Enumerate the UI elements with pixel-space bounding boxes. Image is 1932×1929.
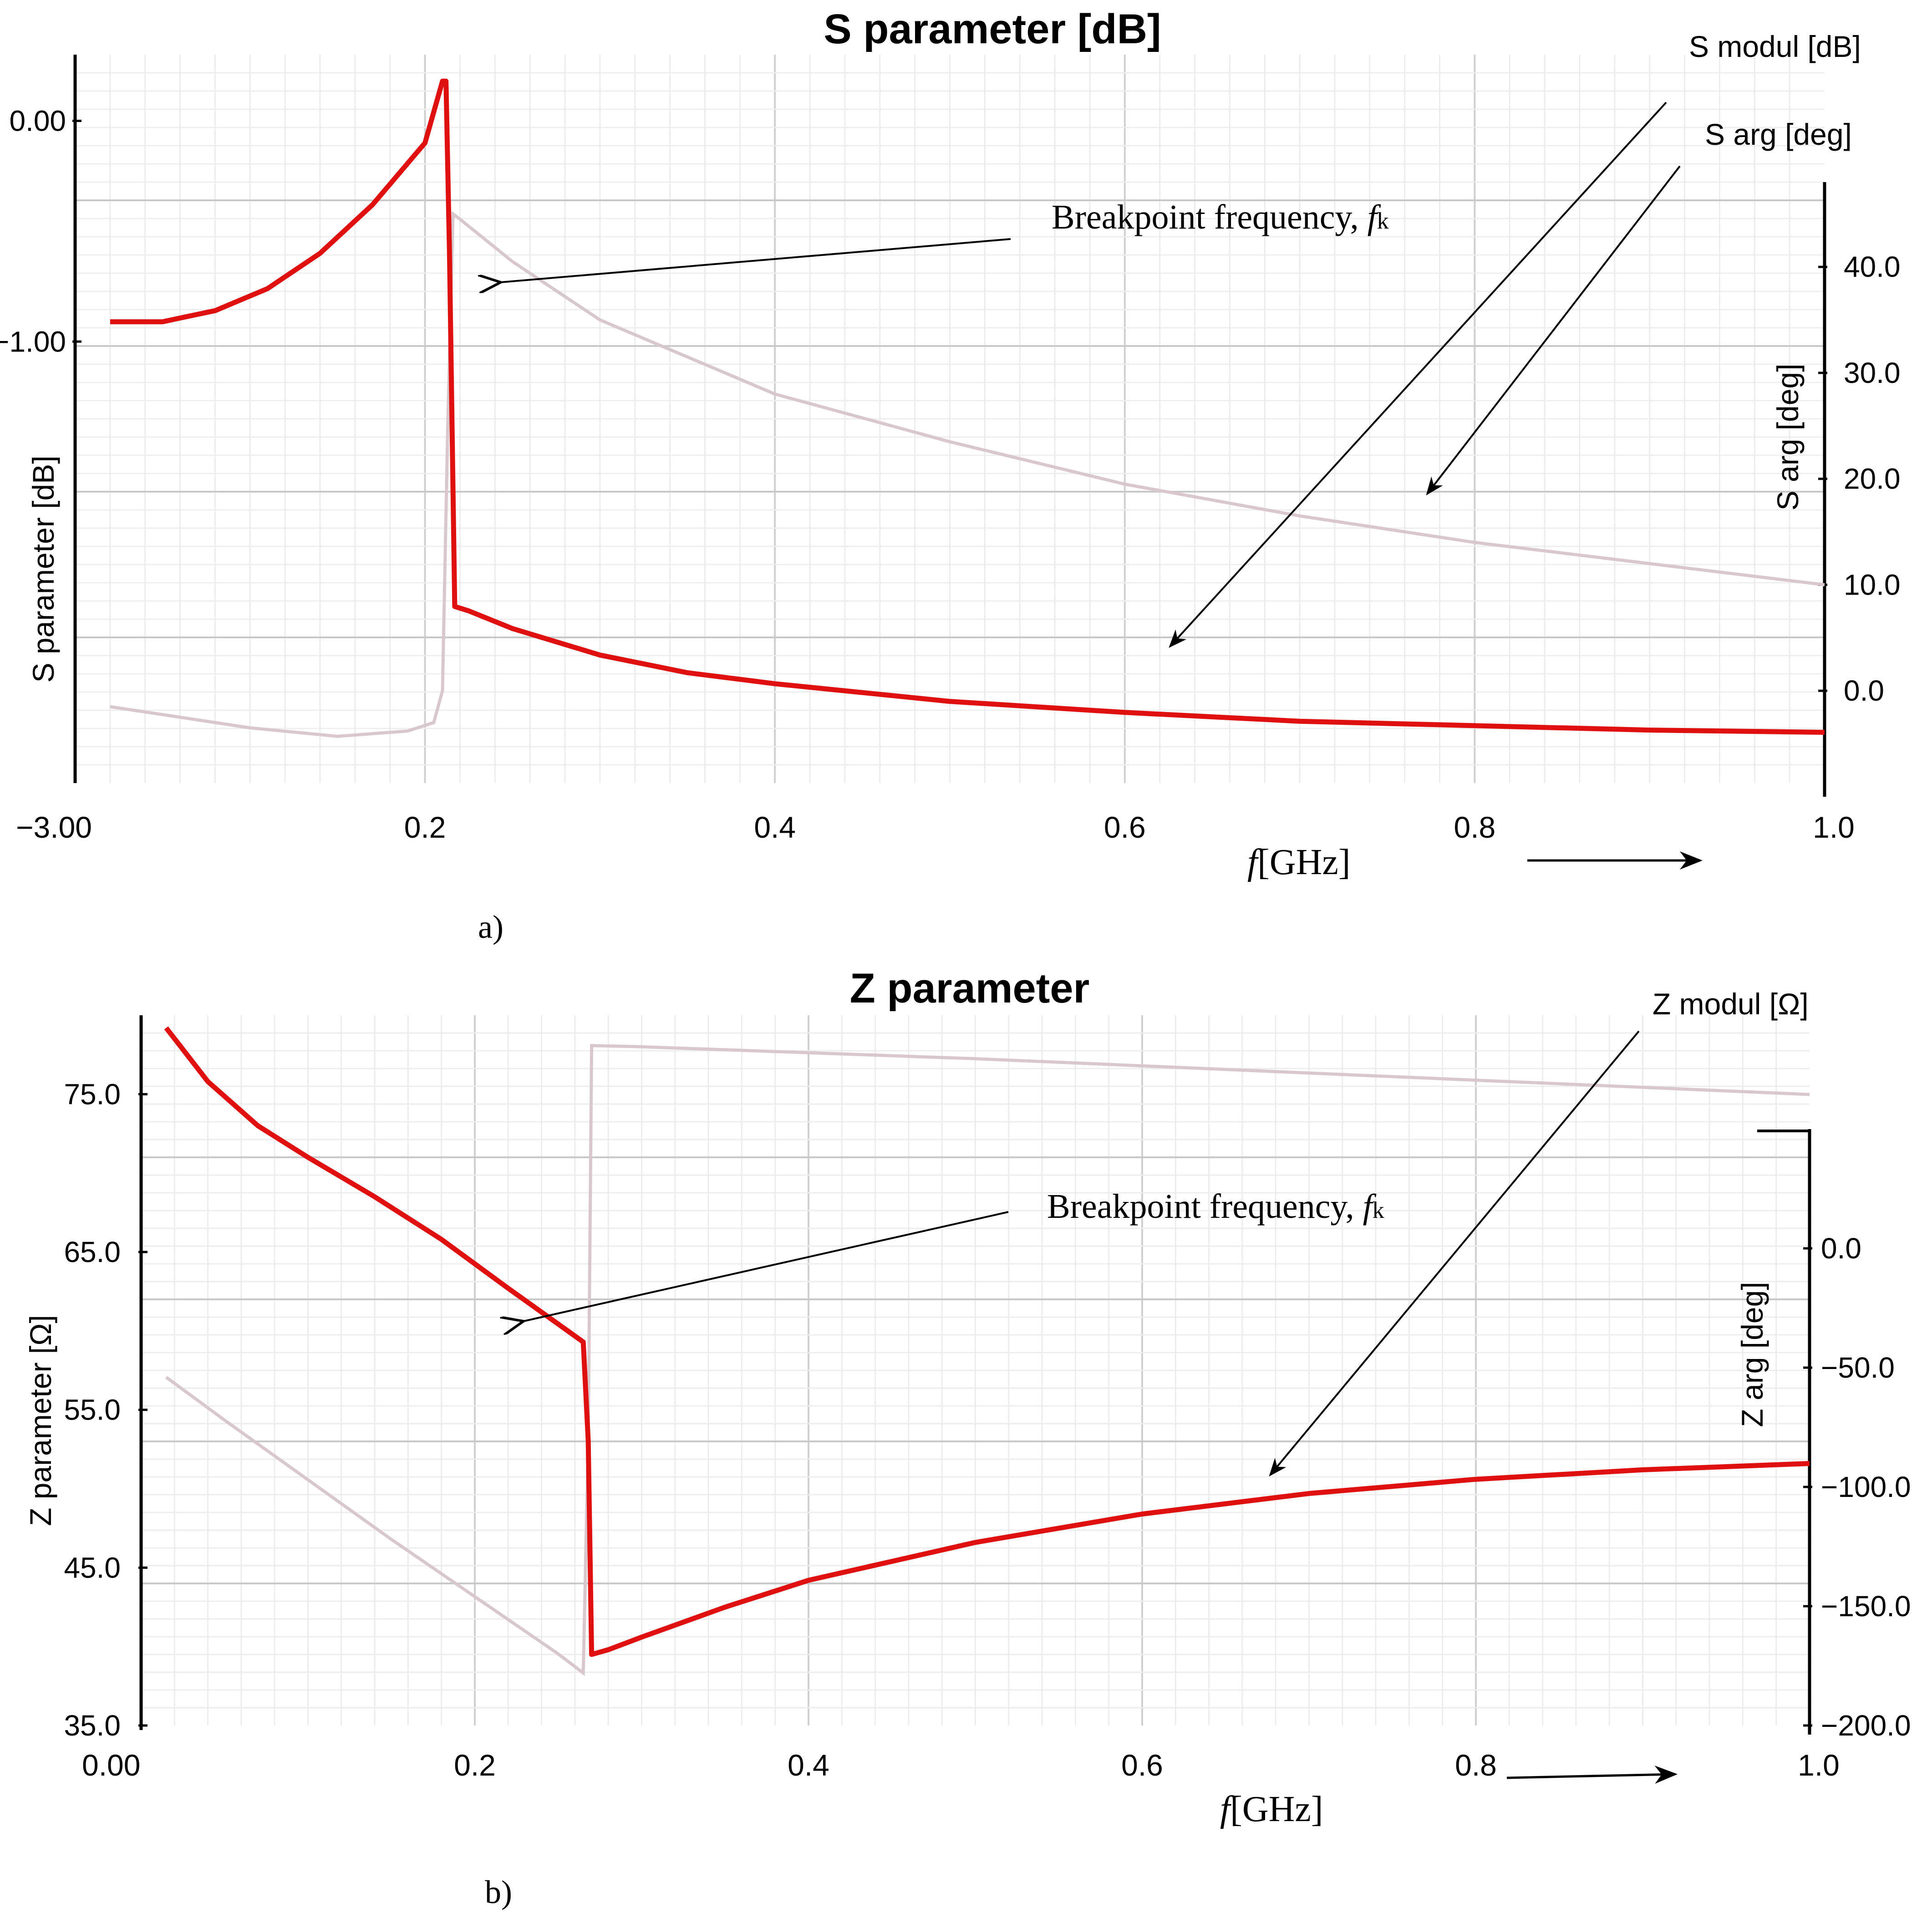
x-tick-label: 0.8 <box>1454 810 1496 844</box>
y-tick-label: 0.00 <box>9 104 66 137</box>
series-line-s-modul <box>110 78 1825 735</box>
x-tick-label: 0.2 <box>404 810 446 844</box>
legend-entry-z-modul: Z modul [Ω] <box>1652 987 1809 1021</box>
x-axis-label: f[GHz] <box>1247 842 1351 882</box>
s-arg-pointer-arrow <box>1426 165 1681 496</box>
x-axis-ticks: −3.00 0.2 0.4 0.6 0.8 1.0 <box>16 810 1855 844</box>
x-direction-arrow <box>1506 1765 1678 1784</box>
chart-title: S parameter [dB] <box>824 6 1161 52</box>
x-tick-label: 0.00 <box>82 1748 140 1782</box>
y2-tick-label: 30.0 <box>1844 356 1901 389</box>
breakpoint-annotation: Breakpoint frequency, fk <box>1047 1187 1384 1226</box>
y2-axis-ticks: 0.0 −50.0 −100.0 −150.0 −200.0 <box>1803 1232 1911 1742</box>
z-modul-pointer-arrow <box>1269 1030 1640 1477</box>
series-line-s-arg <box>110 210 1825 738</box>
y2-tick-label: 40.0 <box>1844 250 1901 283</box>
y-axis-label: Z parameter [Ω] <box>24 1315 57 1526</box>
y2-axis-ticks: 40.0 30.0 20.0 10.0 0.0 <box>1818 250 1901 707</box>
y2-tick-label: −200.0 <box>1821 1709 1911 1742</box>
legend-entry-s-arg: S arg [deg] <box>1705 117 1852 151</box>
series-line-z-arg <box>165 1044 1810 1676</box>
y2-tick-label: −150.0 <box>1821 1590 1911 1623</box>
x-tick-label: 0.6 <box>1121 1748 1163 1782</box>
grid <box>141 1015 1810 1725</box>
x-tick-label: 1.0 <box>1798 1748 1840 1782</box>
y-axis-ticks: 75.0 65.0 55.0 45.0 35.0 <box>64 1078 147 1742</box>
y2-tick-label: −100.0 <box>1821 1471 1911 1503</box>
x-tick-label: 0.8 <box>1455 1748 1497 1782</box>
y-axis-ticks: 0.00 −1.00 <box>0 104 81 358</box>
x-tick-label: 0.6 <box>1104 810 1146 844</box>
legend-entry-s-modul: S modul [dB] <box>1689 30 1861 63</box>
breakpoint-annotation: Breakpoint frequency, fk <box>1052 198 1389 236</box>
y-tick-label: 65.0 <box>64 1236 121 1268</box>
y2-axis-label: Z arg [deg] <box>1735 1282 1769 1427</box>
s-modul-pointer-arrow <box>1169 102 1667 648</box>
y2-tick-label: 0.0 <box>1821 1232 1861 1265</box>
y-tick-label: 35.0 <box>64 1709 121 1742</box>
x-tick-label: 0.4 <box>788 1748 829 1782</box>
s-parameter-chart: S parameter [dB] 0.00 −1.00 40.0 30.0 20.0 1… <box>0 6 1901 945</box>
y2-tick-label: 10.0 <box>1844 568 1901 601</box>
y-tick-label: 75.0 <box>64 1078 121 1110</box>
x-axis-ticks: 0.00 0.2 0.4 0.6 0.8 1.0 <box>82 1748 1840 1782</box>
y2-tick-label: 20.0 <box>1844 463 1901 495</box>
y2-tick-label: −50.0 <box>1821 1351 1895 1384</box>
y2-axis-label: S arg [deg] <box>1771 364 1805 511</box>
y-tick-label: 45.0 <box>64 1551 121 1584</box>
panel-label: b) <box>485 1874 512 1910</box>
panel-label: a) <box>478 909 503 945</box>
chart-title: Z parameter <box>850 965 1090 1012</box>
y-tick-label: 55.0 <box>64 1394 121 1426</box>
y-axis-label: S parameter [dB] <box>26 456 60 683</box>
x-tick-label: −3.00 <box>16 810 92 844</box>
z-parameter-chart: Z parameter 75.0 65.0 55.0 45.0 35.0 0.0 −50.… <box>24 965 1911 1910</box>
y-tick-label: −1.00 <box>0 325 66 358</box>
x-axis-label: f[GHz] <box>1220 1789 1323 1829</box>
breakpoint-arrow <box>501 238 1011 282</box>
x-tick-label: 1.0 <box>1813 810 1855 844</box>
x-tick-label: 0.2 <box>454 1748 496 1782</box>
grid <box>75 55 1825 783</box>
y2-tick-label: 0.0 <box>1844 674 1884 707</box>
breakpoint-arrow <box>524 1211 1009 1321</box>
series-line-z-modul <box>164 1026 1810 1657</box>
x-tick-label: 0.4 <box>754 810 796 844</box>
